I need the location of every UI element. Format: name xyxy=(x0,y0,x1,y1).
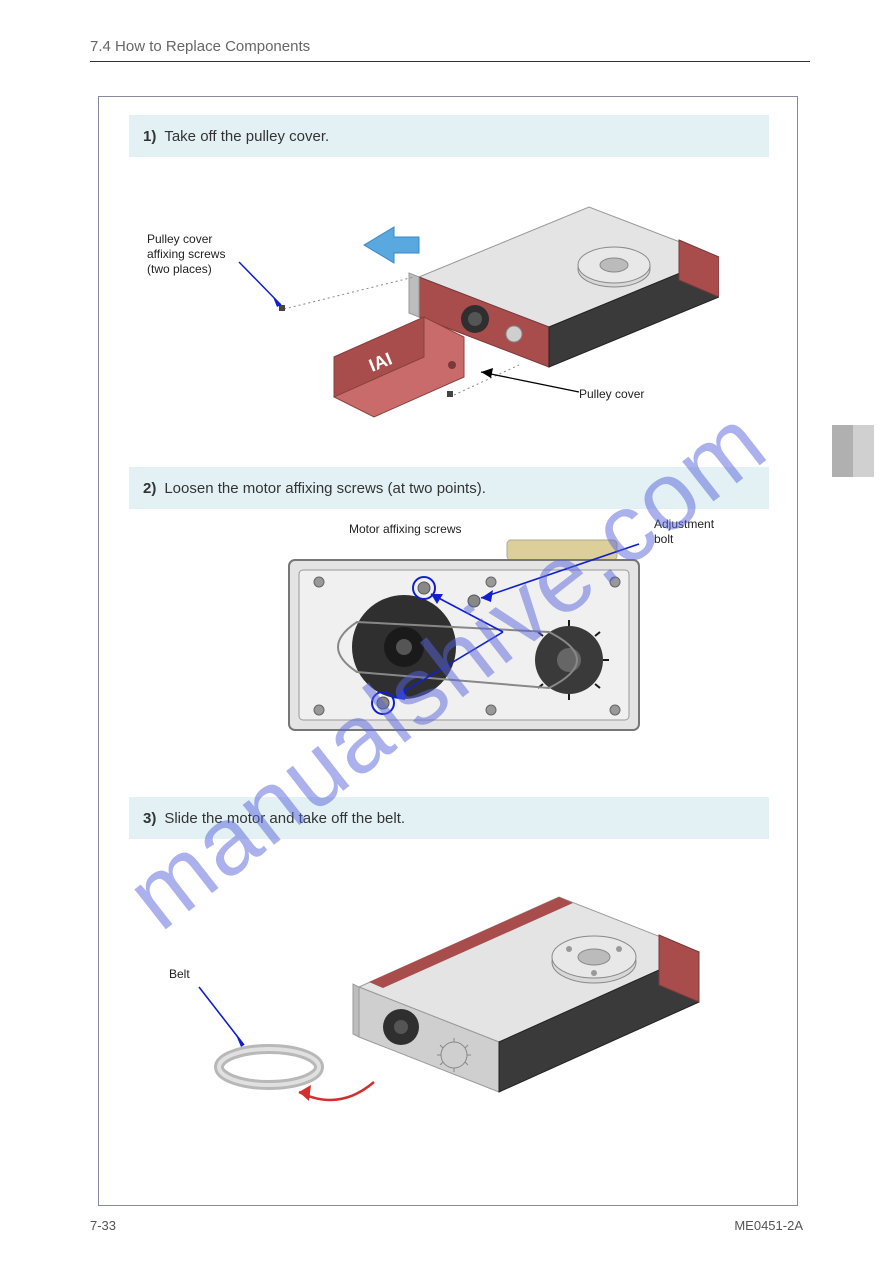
step-1-num: 1) xyxy=(143,128,156,145)
figure-2 xyxy=(259,532,679,772)
page-header: 7.4 How to Replace Components xyxy=(90,38,810,62)
side-tab-inner xyxy=(853,425,874,477)
step-1-band: 1) Take off the pulley cover. xyxy=(129,115,769,157)
label-belt: Belt xyxy=(169,967,190,982)
page-root: 7.4 How to Replace Components 1) Take of… xyxy=(0,0,893,1263)
footer-section: 7-33 xyxy=(90,1218,116,1233)
label-motor-screws: Motor affixing screws xyxy=(349,522,461,537)
footer-page: ME0451-2A xyxy=(734,1218,803,1233)
step-2-num: 2) xyxy=(143,480,156,497)
label-pulley-screws: Pulley cover affixing screws (two places… xyxy=(147,232,225,277)
step-3-text: Slide the motor and take off the belt. xyxy=(164,810,405,827)
step-2-band: 2) Loosen the motor affixing screws (at … xyxy=(129,467,769,509)
header-rule xyxy=(90,61,810,62)
content-frame: 1) Take off the pulley cover. xyxy=(98,96,798,1206)
header-category: 7.4 How to Replace Components xyxy=(90,38,810,55)
figure-3-svg xyxy=(189,867,729,1167)
figure-3 xyxy=(189,867,729,1167)
label-pulley-cover: Pulley cover xyxy=(579,387,644,402)
figure-2-svg xyxy=(259,532,679,772)
side-tab xyxy=(832,425,874,477)
step-1-text: Take off the pulley cover. xyxy=(164,128,329,145)
step-3-band: 3) Slide the motor and take off the belt… xyxy=(129,797,769,839)
step-2-text: Loosen the motor affixing screws (at two… xyxy=(164,480,486,497)
step-3-num: 3) xyxy=(143,810,156,827)
label-adjust-bolt: Adjustment bolt xyxy=(654,517,714,547)
